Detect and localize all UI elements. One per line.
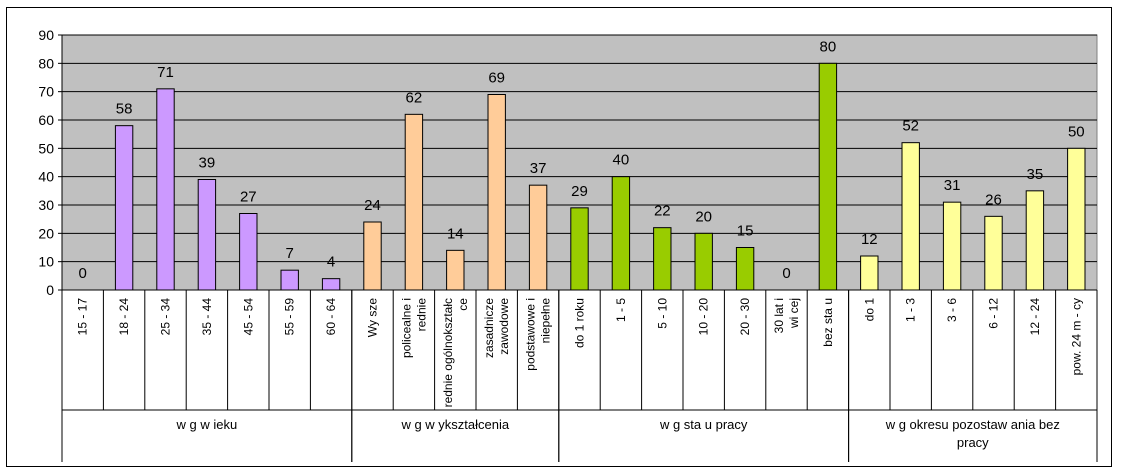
bar: [611, 176, 631, 291]
bar: [570, 207, 589, 291]
data-label: 0: [79, 265, 87, 282]
category-label: 15 - 17: [76, 298, 90, 336]
bar: [818, 62, 838, 291]
category-label: 12 - 24: [1028, 298, 1042, 336]
bar: [942, 201, 962, 291]
bar: [280, 269, 299, 291]
category-label: 1 - 5: [614, 298, 628, 322]
data-label: 80: [820, 38, 837, 55]
data-label: 62: [406, 89, 423, 106]
bar: [446, 249, 465, 291]
bar: [321, 278, 341, 291]
bar: [487, 94, 506, 291]
y-tick-label: 20: [38, 225, 54, 241]
group-label: w g w ykształcenia: [400, 417, 509, 432]
data-label: 52: [902, 118, 919, 135]
data-label: 39: [199, 155, 216, 172]
category-label: pow. 24 m - cy: [1069, 298, 1083, 375]
group-label: w g sta u pracy: [659, 417, 748, 432]
category-label: zasadniczezawodowe: [482, 298, 511, 358]
bar: [1025, 190, 1045, 291]
y-tick-label: 40: [38, 169, 54, 185]
data-label: 12: [861, 231, 878, 248]
y-tick-label: 70: [38, 84, 54, 100]
data-label: 50: [1068, 123, 1085, 140]
category-label: 20 - 30: [738, 298, 752, 336]
bar: [1067, 147, 1086, 291]
bar: [363, 221, 382, 291]
category-label: 25 - 34: [159, 298, 173, 336]
category-label: 45 - 54: [241, 298, 255, 336]
data-label: 71: [157, 64, 174, 81]
category-label: 35 - 44: [200, 298, 214, 336]
bar: [239, 213, 258, 291]
category-label: bez sta u: [821, 298, 835, 347]
category-label: Wy sze: [366, 298, 380, 338]
data-label: 20: [695, 208, 712, 225]
y-tick-label: 50: [38, 140, 54, 156]
category-label: 1 - 3: [904, 298, 918, 322]
group-label: w g okresu pozostaw ania bez pracy: [885, 417, 1060, 450]
data-label: 29: [571, 183, 588, 200]
bar: [156, 88, 175, 291]
data-label: 26: [985, 191, 1002, 208]
y-tick-label: 60: [38, 112, 54, 128]
bar: [197, 179, 217, 291]
category-label: rednie ogólnokształcce: [441, 298, 470, 408]
data-label: 4: [327, 254, 335, 271]
category-label: do 1: [862, 298, 876, 322]
bar: [735, 247, 755, 291]
group-label: w g w ieku: [176, 417, 238, 432]
bar: [114, 125, 134, 291]
data-label: 35: [1027, 166, 1044, 183]
data-label: 14: [447, 225, 464, 242]
category-label: podstawowe iniepełne: [524, 298, 553, 371]
data-label: 69: [488, 70, 505, 87]
y-tick-label: 10: [38, 254, 54, 270]
category-label: policealne irednie: [399, 298, 428, 358]
category-label: 55 - 59: [283, 298, 297, 336]
category-label: 30 lat iwi cej: [772, 298, 801, 333]
y-tick-label: 90: [38, 27, 54, 43]
category-label: 6 - 12: [987, 298, 1001, 329]
bar: [653, 227, 672, 291]
y-tick-label: 30: [38, 197, 54, 213]
data-label: 24: [364, 197, 381, 214]
category-label: 18 - 24: [117, 298, 131, 336]
category-label: 10 - 20: [697, 298, 711, 336]
bar: [901, 142, 920, 291]
bar: [860, 255, 879, 291]
bar: [984, 215, 1003, 291]
data-label: 40: [613, 152, 630, 169]
bar: [694, 232, 713, 291]
bar: [528, 184, 548, 291]
data-label: 22: [654, 203, 671, 220]
category-label: 60 - 64: [324, 298, 338, 336]
category-label: 5 - 10: [655, 298, 669, 329]
data-label: 7: [286, 245, 294, 262]
category-label: 3 - 6: [945, 298, 959, 322]
y-tick-label: 0: [46, 282, 54, 298]
y-tick-label: 80: [38, 55, 54, 71]
category-label: do 1 roku: [573, 298, 587, 348]
data-label: 0: [782, 265, 790, 282]
data-label: 27: [240, 189, 257, 206]
data-label: 15: [737, 223, 754, 240]
data-label: 58: [116, 101, 133, 118]
bar: [404, 113, 424, 291]
data-label: 31: [944, 177, 961, 194]
data-label: 37: [530, 160, 547, 177]
